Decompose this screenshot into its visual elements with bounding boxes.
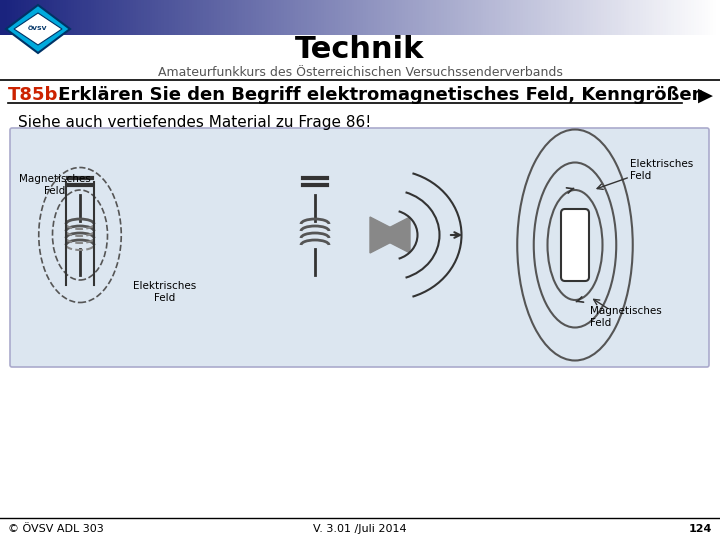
Text: Elektrisches
Feld: Elektrisches Feld (133, 281, 197, 303)
Text: © ÖVSV ADL 303: © ÖVSV ADL 303 (8, 524, 104, 534)
Text: 124: 124 (688, 524, 712, 534)
Polygon shape (375, 217, 410, 253)
Polygon shape (14, 13, 62, 45)
Text: ÖVSV: ÖVSV (28, 26, 48, 31)
Text: Siehe auch vertiefendes Material zu Frage 86!: Siehe auch vertiefendes Material zu Frag… (18, 114, 372, 130)
Text: Amateurfunkkurs des Österreichischen Versuchssenderverbands: Amateurfunkkurs des Österreichischen Ver… (158, 65, 562, 78)
Text: ▶: ▶ (698, 85, 713, 105)
Text: Technik: Technik (295, 36, 425, 64)
Text: Magnetisches
Feld: Magnetisches Feld (19, 174, 91, 196)
Text: Magnetisches
Feld: Magnetisches Feld (590, 306, 662, 328)
Text: V. 3.01 /Juli 2014: V. 3.01 /Juli 2014 (313, 524, 407, 534)
Polygon shape (6, 5, 70, 53)
Text: T85b.: T85b. (8, 86, 66, 104)
Text: Elektrisches
Feld: Elektrisches Feld (630, 159, 693, 181)
Text: Erklären Sie den Begriff elektromagnetisches Feld, Kenngrößen: Erklären Sie den Begriff elektromagnetis… (52, 86, 704, 104)
FancyBboxPatch shape (10, 128, 709, 367)
Polygon shape (370, 217, 405, 253)
FancyBboxPatch shape (561, 209, 589, 281)
